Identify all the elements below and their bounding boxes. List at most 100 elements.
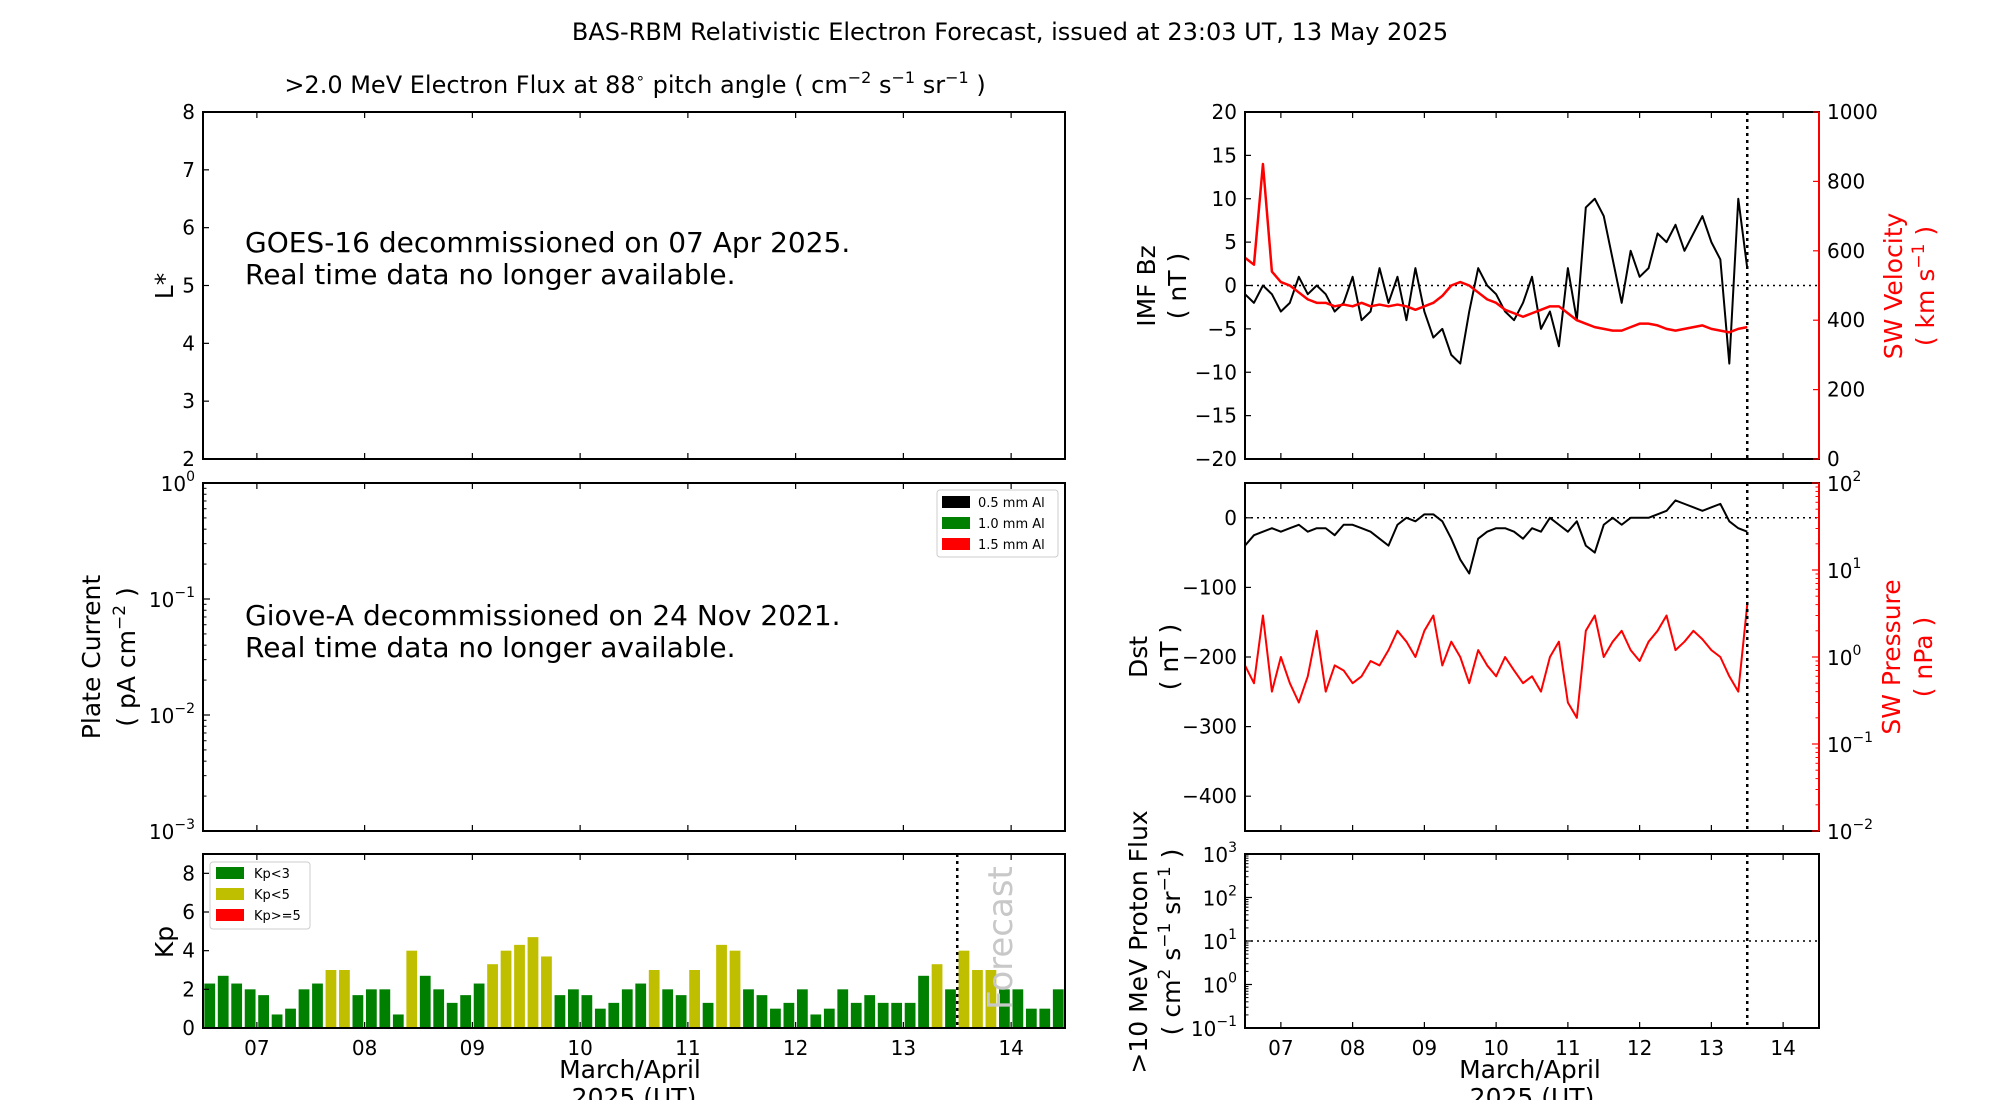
- giove-message-line2: Real time data no longer available.: [245, 631, 736, 664]
- title-part: ): [969, 71, 986, 99]
- x-tick-label: 08: [1340, 1036, 1365, 1060]
- kp-bar: [500, 950, 512, 1028]
- kp-bar: [729, 950, 741, 1028]
- title-part: pitch angle ( cm: [645, 71, 848, 99]
- x-tick-label: 10: [567, 1036, 592, 1060]
- y-tick-label: 0: [1224, 506, 1237, 530]
- y-tick-label: −15: [1195, 404, 1237, 428]
- legend-swatch: [942, 517, 970, 529]
- y-tick-label: 8: [182, 100, 195, 124]
- kp-bar: [702, 1002, 714, 1028]
- y-tick-label: 4: [182, 331, 195, 355]
- kp-bar: [743, 989, 754, 1028]
- kp-bar: [231, 983, 243, 1028]
- kp-bar: [446, 1002, 458, 1028]
- kp-bar: [487, 964, 498, 1028]
- tick-exp: 0: [186, 469, 195, 485]
- tick-base: 10: [1827, 820, 1852, 844]
- y-tick-label: 101: [1203, 927, 1237, 954]
- left-xlabel-line2: 2025 (UT): [572, 1083, 697, 1100]
- kp-bar: [864, 995, 876, 1028]
- kp-bar: [1025, 1008, 1037, 1028]
- y-tick-label: −5: [1208, 317, 1237, 341]
- kp-bar: [433, 989, 445, 1028]
- x-tick-label: 14: [1770, 1036, 1795, 1060]
- forecast-label: Forecast: [981, 866, 1021, 1010]
- tick-exp: −2: [174, 701, 195, 717]
- right-xlabel-line2: 2025 (UT): [1470, 1083, 1595, 1100]
- imf-bz-line: [1244, 197, 1749, 365]
- units-part: ): [112, 587, 141, 605]
- imf-bz-axis-label: IMF Bz: [1132, 245, 1161, 327]
- goes-message-line2: Real time data no longer available.: [245, 258, 736, 291]
- kp-bar: [365, 989, 377, 1028]
- kp-bar: [339, 970, 350, 1028]
- tick-exp: 0: [1852, 643, 1861, 659]
- y-tick-label: 600: [1827, 239, 1865, 263]
- y-tick-label: 0: [182, 1016, 195, 1040]
- y-tick-label: 101: [1827, 556, 1861, 583]
- y-tick-label: −400: [1182, 784, 1237, 808]
- y-tick-label: −10: [1195, 360, 1237, 384]
- title-part: s: [871, 71, 891, 99]
- sw-velocity-units: ( km s−1 ): [1909, 226, 1940, 346]
- title-exp: −2: [848, 68, 872, 87]
- kp-bar: [716, 944, 727, 1028]
- axes-frame: [202, 853, 1066, 1029]
- proton-flux-units: ( cm2 s−1 sr−1 ): [1155, 849, 1186, 1036]
- kp-bar: [999, 989, 1010, 1028]
- legend-label: 1.0 mm Al: [978, 517, 1045, 532]
- left-xlabel-line1: March/April: [559, 1055, 701, 1084]
- y-tick-label: −100: [1182, 575, 1237, 599]
- goes-message-line1: GOES-16 decommissioned on 07 Apr 2025.: [245, 226, 850, 259]
- tick-base: 10: [149, 704, 174, 728]
- tick-exp: 0: [1228, 971, 1237, 987]
- kp-bar: [541, 956, 552, 1028]
- kp-bar: [527, 937, 539, 1028]
- title-exp: −1: [945, 68, 969, 87]
- tick-exp: −1: [1852, 730, 1873, 746]
- y-tick-label: 4: [182, 939, 195, 963]
- x-tick-label: 12: [783, 1036, 808, 1060]
- x-tick-label: 11: [675, 1036, 700, 1060]
- tick-base: 10: [1827, 472, 1852, 496]
- tick-exp: 1: [1228, 927, 1237, 943]
- dst-line: [1244, 499, 1748, 575]
- x-tick-label: 13: [891, 1036, 916, 1060]
- kp-bar: [1012, 989, 1024, 1028]
- x-tick-label: 09: [460, 1036, 485, 1060]
- y-tick-label: 10−3: [149, 817, 195, 844]
- y-tick-label: 10−1: [1827, 730, 1873, 757]
- kp-bar: [244, 989, 256, 1028]
- x-tick-label: 07: [244, 1036, 269, 1060]
- legend-label: Kp<5: [254, 888, 290, 903]
- units-exp: 2: [1155, 969, 1175, 980]
- units-exp: −2: [110, 605, 130, 630]
- proton-flux-axis-label: >10 MeV Proton Flux: [1124, 810, 1153, 1073]
- tick-base: 10: [149, 588, 174, 612]
- units-part: ): [1911, 226, 1940, 244]
- tick-base: 10: [1827, 733, 1852, 757]
- kp-bar: [810, 1014, 822, 1028]
- kp-axis-label: Kp: [150, 926, 179, 958]
- legend-label: Kp<3: [254, 867, 290, 882]
- x-tick-label: 10: [1483, 1036, 1508, 1060]
- lstar-axis-label: L*: [150, 273, 179, 299]
- kp-bar: [783, 1002, 795, 1028]
- tick-base: 10: [149, 820, 174, 844]
- kp-bar: [581, 995, 593, 1028]
- tick-base: 10: [1191, 1017, 1216, 1041]
- kp-bar: [460, 995, 472, 1028]
- kp-bar: [904, 1002, 916, 1028]
- tick-exp: 3: [1228, 840, 1237, 856]
- kp-bar: [406, 950, 418, 1028]
- y-tick-label: 8: [182, 861, 195, 885]
- units-exp: −1: [1155, 866, 1175, 891]
- kp-bar: [419, 975, 431, 1028]
- legend-label: Kp>=5: [254, 909, 301, 924]
- tick-base: 10: [1827, 646, 1852, 670]
- kp-bar: [837, 989, 849, 1028]
- units-part: ( cm: [1157, 980, 1186, 1036]
- y-tick-label: 1000: [1827, 100, 1878, 124]
- sw-pressure-units: ( nPa ): [1909, 617, 1938, 698]
